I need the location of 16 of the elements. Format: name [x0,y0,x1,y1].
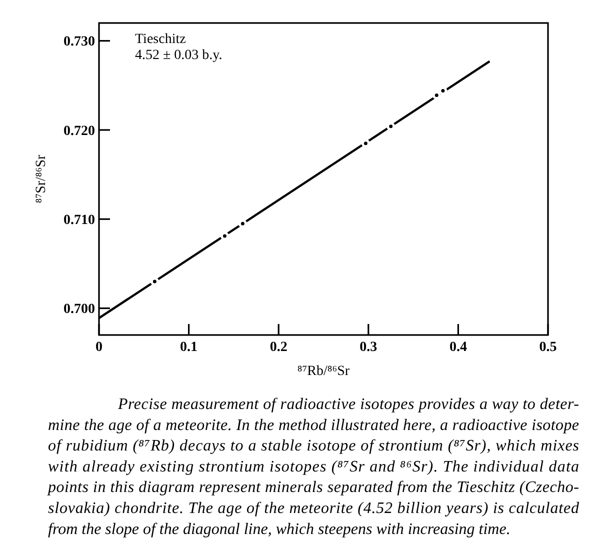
y-tick-label: 0.730 [64,34,95,50]
y-tick-label: 0.720 [64,124,95,139]
x-tick-label: 0.5 [539,340,557,355]
x-tick-label: 0 [96,340,102,355]
x-tick-label: 0.2 [270,340,288,355]
x-axis-title: ⁸⁷Rb/⁸⁶Sr [297,364,350,379]
x-tick-label: 0.1 [180,340,198,355]
text: Precise measurement of radioactive isotopes provides a way to deter- mine the age of a meteorite. In the method illustrated here, a radioactive isotope of rubidium (⁸⁷Rb) decays to a stable isotope of strontium (⁸⁷Sr), which mixes with already existing strontium isotopes (⁸⁷Sr and ⁸⁶Sr). The individual data points in this diagram represent minerals separated from the Tieschitz (Czecho- slovakia) chondrite. The age of the meteorite (4.52 billion years) is calculated from the slope of the diagonal line, which steepens with increasing time. [47,396,580,538]
text: Tieschitz [135,32,186,47]
text: 4.52 ± 0.03 b.y. [135,48,222,63]
x-tick-label: 0.3 [360,340,378,355]
y-tick-label: 0.710 [64,213,95,228]
x-tick-label: 0.4 [449,340,467,355]
y-axis-title: ⁸⁷Sr/⁸⁶Sr [34,154,49,204]
y-tick-label: 0.700 [64,302,95,318]
point [150,277,159,286]
